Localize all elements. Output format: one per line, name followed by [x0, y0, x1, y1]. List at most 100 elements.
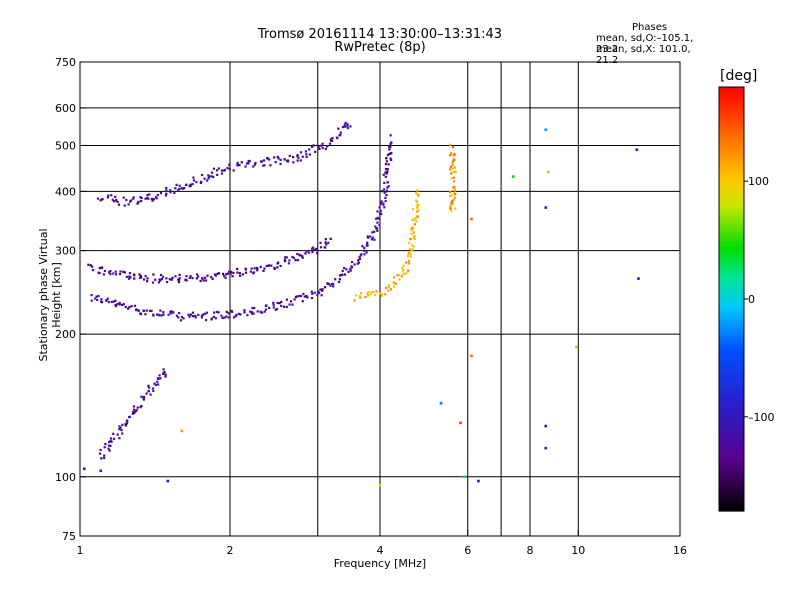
colorbar-segment	[719, 500, 744, 505]
trace-point	[200, 314, 204, 317]
trace-point	[390, 141, 393, 144]
trace-point	[321, 142, 324, 145]
trace-point	[177, 278, 181, 281]
trace-point	[107, 444, 111, 447]
scatter-point	[544, 206, 548, 209]
trace-point	[241, 273, 245, 276]
colorbar-segment	[719, 161, 744, 166]
trace-point	[413, 223, 417, 226]
trace-point	[386, 153, 390, 156]
trace-point	[249, 310, 252, 313]
scatter-point	[574, 345, 578, 349]
trace-point	[200, 316, 204, 319]
trace-point	[191, 311, 195, 314]
trace-point	[154, 196, 158, 199]
trace-point	[230, 309, 233, 312]
trace-point	[385, 189, 389, 192]
trace-point	[250, 267, 253, 270]
colorbar-segment	[719, 299, 744, 304]
trace-point	[385, 286, 388, 290]
trace-point	[147, 389, 150, 393]
trace-point	[140, 199, 143, 203]
trace-point	[197, 313, 200, 317]
trace-point	[452, 154, 455, 157]
trace-point	[246, 314, 249, 317]
trace-point	[358, 256, 361, 259]
trace-point	[364, 295, 367, 299]
trace-point	[256, 310, 259, 313]
trace-point	[216, 173, 219, 176]
trace-point	[154, 278, 157, 281]
trace-point	[226, 166, 229, 170]
trace-point	[416, 215, 419, 218]
trace-point	[394, 282, 397, 285]
trace-point	[223, 169, 226, 172]
trace-point	[387, 283, 390, 287]
trace-point	[449, 168, 452, 171]
trace-point	[157, 377, 160, 381]
colorbar-segment	[719, 207, 744, 212]
colorbar-segment	[719, 143, 744, 148]
trace-point	[90, 265, 94, 268]
trace-point	[296, 159, 299, 162]
trace-point	[162, 313, 165, 316]
trace-point	[409, 248, 412, 251]
colorbar-segment	[719, 104, 744, 109]
colorbar-segment	[719, 422, 744, 427]
trace-point	[148, 193, 151, 196]
trace-point	[357, 259, 360, 262]
colorbar-segment	[719, 373, 744, 378]
trace-point	[328, 282, 331, 286]
trace-point	[227, 312, 230, 315]
trace-point	[154, 383, 158, 387]
colorbar-segment	[719, 238, 744, 244]
colorbar-segment	[719, 394, 744, 399]
trace-point	[165, 277, 168, 280]
trace-point	[205, 311, 209, 314]
trace-point	[308, 153, 311, 156]
trace-point	[123, 271, 126, 274]
trace-point	[388, 145, 391, 148]
trace-point	[410, 249, 413, 252]
colorbar-segment	[719, 90, 744, 95]
trace-point	[104, 442, 107, 446]
trace-point	[337, 280, 341, 284]
x-tick-label: 6	[464, 544, 471, 557]
colorbar-segment	[719, 362, 744, 367]
trace-point	[244, 268, 247, 271]
trace-point	[453, 189, 457, 192]
trace-point	[393, 281, 396, 285]
scatter-point	[99, 469, 103, 473]
trace-point	[453, 152, 456, 156]
trace-point	[363, 253, 366, 256]
colorbar-segment	[719, 489, 744, 494]
trace-point	[137, 309, 140, 312]
trace-point	[101, 266, 104, 269]
trace-point	[382, 173, 385, 176]
trace-point	[349, 267, 352, 271]
trace-point	[259, 265, 262, 268]
trace-point	[296, 154, 299, 158]
trace-point	[156, 193, 160, 197]
trace-point	[454, 171, 458, 174]
trace-point	[325, 243, 328, 246]
trace-point	[288, 259, 291, 262]
colorbar-segment	[719, 97, 744, 102]
colorbar-segment	[719, 274, 744, 279]
trace-point	[346, 123, 349, 126]
colorbar-segment	[719, 118, 744, 123]
colorbar-segment	[719, 291, 744, 297]
trace-point	[177, 311, 181, 315]
trace-point	[451, 202, 455, 205]
trace-point	[387, 163, 390, 166]
colorbar-segment	[719, 447, 744, 452]
colorbar-segment	[719, 454, 744, 459]
trace-point	[164, 194, 168, 197]
trace-point	[401, 267, 404, 270]
trace-point	[256, 269, 259, 272]
trace-point	[122, 196, 125, 199]
trace-point	[409, 255, 412, 258]
trace-point	[106, 196, 110, 199]
trace-point	[323, 286, 327, 289]
trace-point	[109, 444, 112, 448]
